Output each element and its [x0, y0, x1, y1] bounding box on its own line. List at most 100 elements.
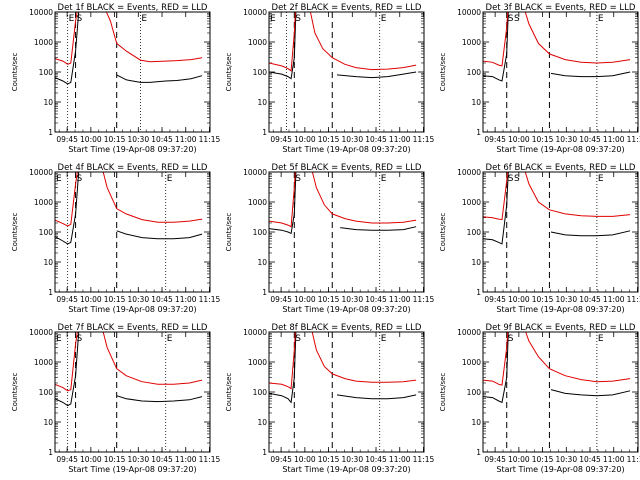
x-tick-label: 09:45 [484, 295, 506, 304]
series-events [269, 332, 297, 404]
plot-frame [268, 171, 425, 293]
y-tick-label: 1000 [34, 358, 53, 367]
y-axis-label: Counts/sec [225, 53, 233, 92]
y-axis-label: Counts/sec [225, 373, 233, 412]
x-tick-label: 11:15 [199, 295, 221, 304]
series-events [336, 71, 417, 79]
series-events [116, 230, 203, 240]
series-lld [524, 12, 631, 64]
series-events [55, 172, 80, 245]
x-tick-label: 10:15 [532, 455, 554, 464]
plot-frame [54, 171, 211, 293]
y-tick-label: 1 [48, 288, 53, 297]
y-tick-label: 10000 [29, 328, 53, 337]
x-tick-label: 09:45 [270, 295, 292, 304]
series-lld [55, 172, 78, 227]
y-tick-label: 100 [467, 228, 482, 237]
x-tick-label: 09:45 [56, 455, 78, 464]
series-lld [311, 172, 417, 224]
x-tick-label: 10:30 [127, 295, 149, 304]
series-lld [55, 12, 78, 65]
series-events [336, 394, 417, 400]
x-axis-label: Start Time (19-Apr-08 09:37:20) [68, 145, 196, 154]
series-events [550, 389, 631, 397]
y-tick-label: 1 [262, 448, 267, 457]
x-axis-label: Start Time (19-Apr-08 09:37:20) [68, 465, 196, 474]
marker-e: E [381, 174, 387, 184]
x-tick-label: 10:00 [80, 295, 102, 304]
plot-frame [268, 331, 425, 453]
y-tick-label: 1 [48, 448, 53, 457]
x-tick-label: 10:00 [80, 455, 102, 464]
y-tick-label: 100 [253, 388, 268, 397]
y-tick-label: 1000 [248, 358, 267, 367]
x-tick-label: 09:45 [270, 135, 292, 144]
y-tick-label: 1000 [462, 38, 481, 47]
series-lld [311, 332, 417, 383]
x-tick-label: 10:15 [532, 295, 554, 304]
panel-title: Det 5f BLACK = Events, RED = LLD [272, 163, 422, 173]
x-tick-label: 10:30 [555, 455, 577, 464]
x-tick-label: 11:00 [389, 295, 411, 304]
x-tick-label: 10:45 [151, 135, 173, 144]
y-tick-label: 10000 [457, 328, 481, 337]
marker-s: S [508, 174, 514, 184]
y-tick-label: 100 [467, 68, 482, 77]
x-tick-label: 11:00 [603, 135, 625, 144]
x-axis-label: Start Time (19-Apr-08 09:37:20) [496, 465, 624, 474]
marker-s: S [508, 14, 514, 24]
y-tick-label: 10 [257, 258, 267, 267]
panel-det-9: Det 9f BLACK = Events, RED = LLD Counts/s… [439, 323, 640, 474]
y-axis-label: Counts/sec [439, 373, 447, 412]
y-tick-label: 1000 [462, 198, 481, 207]
marker-e: E [167, 174, 173, 184]
series-events [483, 332, 509, 404]
series-lld [102, 332, 203, 385]
series-events [550, 71, 631, 78]
series-events [116, 395, 203, 403]
y-tick-label: 100 [253, 68, 268, 77]
x-tick-label: 10:15 [318, 455, 340, 464]
y-tick-label: 1 [476, 128, 481, 137]
y-tick-label: 10000 [457, 8, 481, 17]
x-axis-label: Start Time (19-Apr-08 09:37:20) [68, 305, 196, 314]
series-events [55, 12, 80, 85]
y-tick-label: 1000 [34, 38, 53, 47]
series-events [55, 332, 80, 407]
x-tick-label: 10:15 [104, 455, 126, 464]
y-tick-label: 1 [262, 128, 267, 137]
marker-e: E [56, 174, 62, 184]
y-tick-label: 10000 [243, 8, 267, 17]
y-tick-label: 1 [476, 288, 481, 297]
y-tick-label: 1000 [248, 38, 267, 47]
panel-title: Det 1f BLACK = Events, RED = LLD [58, 3, 208, 13]
plot-frame [482, 171, 639, 293]
x-tick-label: 10:30 [127, 135, 149, 144]
series-events [483, 172, 509, 245]
series-events [116, 74, 203, 83]
panel-det-5: Det 5f BLACK = Events, RED = LLD Counts/s… [225, 163, 435, 314]
y-tick-label: 10 [43, 258, 53, 267]
x-tick-label: 11:15 [413, 135, 435, 144]
y-tick-label: 100 [253, 228, 268, 237]
x-tick-label: 10:00 [508, 295, 530, 304]
series-lld [483, 172, 509, 221]
x-tick-label: 10:30 [341, 455, 363, 464]
marker-e: E [167, 334, 173, 344]
y-axis-label: Counts/sec [11, 53, 19, 92]
series-events [269, 172, 297, 235]
x-tick-label: 10:00 [294, 455, 316, 464]
y-tick-label: 10000 [457, 168, 481, 177]
y-tick-label: 10000 [29, 8, 53, 17]
marker-s: S [77, 334, 83, 344]
x-tick-label: 10:45 [365, 295, 387, 304]
marker-e: E [598, 174, 604, 184]
x-tick-label: 11:00 [175, 135, 197, 144]
plot-frame [268, 11, 425, 133]
x-tick-label: 09:45 [56, 295, 78, 304]
y-axis-label: Counts/sec [225, 213, 233, 252]
panel-title: Det 8f BLACK = Events, RED = LLD [272, 323, 422, 333]
y-tick-label: 1 [476, 448, 481, 457]
marker-s: S [295, 174, 301, 184]
